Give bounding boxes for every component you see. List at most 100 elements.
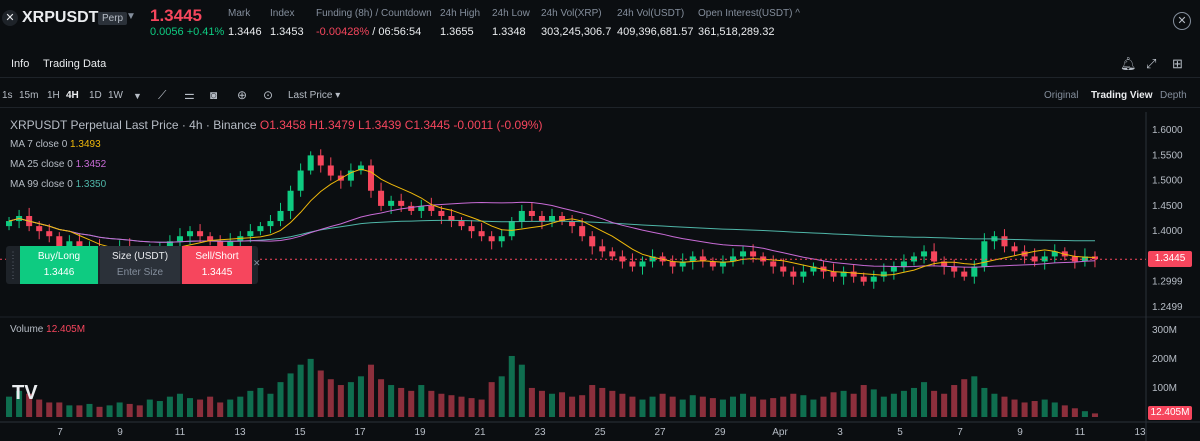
candle-body bbox=[559, 216, 566, 222]
candle-body bbox=[357, 165, 364, 171]
interval-1d[interactable]: 1D bbox=[89, 90, 102, 101]
volume-bar bbox=[96, 406, 103, 417]
caret-icon[interactable]: ^ bbox=[795, 8, 800, 19]
candle-body bbox=[1001, 236, 1008, 247]
close-icon[interactable]: ✕ bbox=[253, 258, 261, 268]
price-tick-label: 1.2999 bbox=[1152, 277, 1183, 288]
candle-body bbox=[740, 251, 747, 257]
volume-bar bbox=[931, 390, 938, 417]
chevron-down-icon: ▾ bbox=[335, 90, 341, 101]
tab-info[interactable]: Info bbox=[11, 58, 30, 70]
volume-bar bbox=[237, 396, 244, 417]
candle-body bbox=[498, 236, 505, 242]
date-tick-label: 23 bbox=[534, 427, 546, 438]
layout-grid-icon[interactable]: ⊞ bbox=[1172, 56, 1183, 71]
volume-bar bbox=[750, 396, 757, 417]
candle-body bbox=[538, 216, 545, 222]
stat-mark: Mark 1.3446 bbox=[228, 8, 262, 38]
indicator-icon[interactable]: ⟋ bbox=[158, 88, 167, 102]
symbol-dropdown-icon[interactable]: ▼ bbox=[126, 11, 136, 22]
volume-bar bbox=[900, 390, 907, 417]
volume-bar bbox=[1051, 402, 1058, 417]
candle-body bbox=[398, 200, 405, 206]
volume-bar bbox=[679, 399, 686, 417]
volume-bar bbox=[830, 392, 837, 417]
funding-countdown: / 06:56:54 bbox=[369, 26, 422, 38]
date-tick-label: 9 bbox=[117, 427, 123, 438]
candle-body bbox=[428, 205, 435, 211]
date-tick-label: 3 bbox=[837, 427, 843, 438]
price-type-select[interactable]: Last Price ▾ bbox=[288, 90, 340, 101]
candle-body bbox=[518, 210, 525, 222]
chart-area[interactable]: 1.60001.55001.50001.45001.40001.35001.29… bbox=[0, 112, 1200, 441]
candle-body bbox=[619, 256, 626, 262]
settings-sliders-icon[interactable]: ⚌ bbox=[184, 88, 195, 102]
camera-icon[interactable]: ◙ bbox=[210, 88, 218, 102]
candle-body bbox=[599, 246, 606, 252]
stat-key-text: Open Interest(USDT) bbox=[698, 8, 793, 19]
view-depth[interactable]: Depth bbox=[1160, 90, 1187, 101]
volume-bar bbox=[1031, 401, 1038, 417]
date-tick-label: 11 bbox=[1075, 427, 1086, 438]
close-icon[interactable]: ✕ bbox=[1173, 12, 1191, 30]
view-original[interactable]: Original bbox=[1044, 90, 1079, 101]
volume-bar bbox=[569, 396, 576, 417]
volume-bar bbox=[1091, 413, 1098, 417]
candle-body bbox=[388, 200, 395, 206]
volume-bar bbox=[1021, 402, 1028, 417]
volume-bar bbox=[820, 396, 827, 417]
stat-funding: Funding (8h) / Countdown -0.00428% / 06:… bbox=[316, 8, 432, 38]
interval-1h[interactable]: 1H bbox=[47, 90, 60, 101]
candle-body bbox=[347, 170, 354, 181]
legend-title: XRPUSDT Perpetual Last Price · 4h · Bina… bbox=[10, 118, 257, 132]
tradingview-logo: TV bbox=[12, 382, 38, 404]
legend-ohlc: O1.3458 H1.3479 L1.3439 C1.3445 -0.0011 … bbox=[259, 118, 543, 132]
stat-index: Index 1.3453 bbox=[270, 8, 304, 38]
stat-value: 1.3446 bbox=[228, 26, 262, 38]
bell-icon[interactable]: 🔔︎ bbox=[1120, 56, 1137, 71]
stat-key: 24h High bbox=[440, 8, 481, 19]
last-price: 1.3445 bbox=[150, 6, 202, 25]
sell-short-button[interactable]: Sell/Short 1.3445 bbox=[182, 246, 252, 284]
candle-body bbox=[770, 261, 777, 267]
date-tick-label: 9 bbox=[1017, 427, 1023, 438]
volume-bar bbox=[770, 398, 777, 417]
interval-4h[interactable]: 4H bbox=[66, 90, 79, 101]
volume-label: Volume bbox=[10, 324, 44, 335]
candle-body bbox=[951, 266, 958, 272]
candle-body bbox=[267, 221, 274, 227]
symbol-name[interactable]: XRPUSDT bbox=[22, 9, 99, 26]
interval-1s[interactable]: 1s bbox=[2, 90, 13, 101]
target-icon[interactable]: ⊙ bbox=[263, 88, 274, 102]
volume-bar bbox=[971, 376, 978, 417]
tab-trading-data[interactable]: Trading Data bbox=[43, 58, 107, 70]
volume-tick-label: 300M bbox=[1152, 325, 1177, 336]
expand-icon[interactable]: ⤢ bbox=[1146, 56, 1157, 71]
volume-bar bbox=[337, 385, 344, 417]
candle-body bbox=[609, 251, 616, 257]
date-tick-label: 13 bbox=[234, 427, 246, 438]
size-input[interactable]: Size (USDT) Enter Size bbox=[100, 246, 180, 284]
sell-price: 1.3445 bbox=[201, 267, 233, 278]
view-trading-view[interactable]: Trading View bbox=[1091, 90, 1153, 101]
candle-body bbox=[750, 251, 757, 257]
add-circle-icon[interactable]: ⊕ bbox=[237, 88, 248, 102]
chevron-down-icon[interactable]: ▼ bbox=[133, 91, 142, 101]
volume-bar bbox=[910, 387, 917, 417]
candlestick-chart[interactable]: 1.60001.55001.50001.45001.40001.35001.29… bbox=[0, 112, 1200, 441]
buy-long-button[interactable]: Buy/Long 1.3446 bbox=[20, 246, 98, 284]
candle-body bbox=[166, 241, 173, 247]
price-change: 0.0056 +0.41% bbox=[150, 26, 225, 38]
candle-body bbox=[921, 251, 928, 257]
legend-ma25: MA 25 close 0 1.3452 bbox=[10, 159, 106, 170]
volume-bar bbox=[559, 392, 566, 417]
interval-1w[interactable]: 1W bbox=[108, 90, 123, 101]
price-tick-label: 1.4500 bbox=[1152, 201, 1183, 212]
legend-ma7: MA 7 close 0 1.3493 bbox=[10, 139, 101, 150]
interval-15m[interactable]: 15m bbox=[19, 90, 39, 101]
volume-bar bbox=[76, 405, 83, 417]
candle-body bbox=[6, 221, 13, 227]
drag-handle-icon[interactable]: ⋮ ⋮ ⋮ bbox=[8, 250, 18, 280]
candle-body bbox=[790, 271, 797, 277]
candle-body bbox=[176, 236, 183, 242]
